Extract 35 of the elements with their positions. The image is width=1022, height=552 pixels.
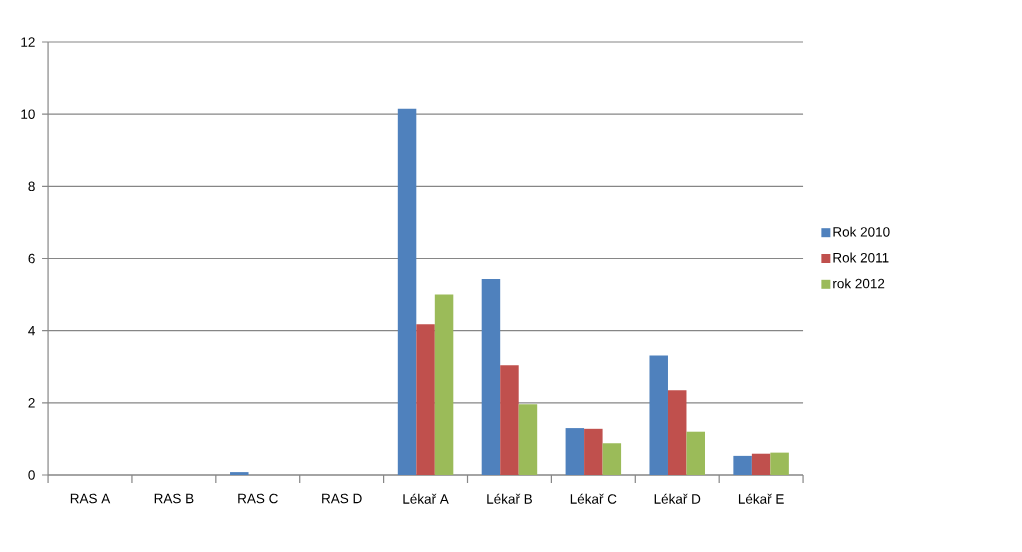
bar — [751, 453, 771, 475]
bar — [686, 431, 705, 475]
x-tick-label: Lékař B — [487, 493, 532, 504]
x-tick-label: Lékař C — [570, 493, 617, 504]
bar — [481, 279, 501, 475]
legend-label: Rok 2011 — [833, 252, 889, 263]
bar — [602, 443, 622, 475]
y-tick-label: 8 — [28, 181, 35, 192]
bar — [649, 355, 668, 475]
x-tick-label: RAS C — [238, 493, 278, 504]
y-tick-label: 12 — [21, 37, 35, 47]
bar — [416, 324, 435, 475]
bar — [584, 428, 603, 475]
y-tick-label: 0 — [28, 470, 35, 480]
x-tick-label: Lékař D — [654, 493, 701, 504]
y-tick-label: 10 — [21, 109, 35, 119]
x-tick-label: RAS A — [70, 493, 111, 504]
legend-label: rok 2012 — [833, 278, 885, 289]
x-tick-label: Lékař A — [403, 493, 449, 504]
y-tick-label: 6 — [28, 253, 35, 264]
bar — [397, 108, 417, 475]
bar — [434, 294, 454, 475]
y-tick-label: 4 — [28, 326, 35, 336]
bar — [230, 472, 249, 475]
bar — [733, 455, 752, 475]
bar — [565, 428, 585, 475]
y-tick-label: 2 — [28, 398, 35, 408]
bar — [518, 404, 538, 475]
bar — [770, 452, 789, 475]
x-tick-label: RAS B — [154, 493, 194, 504]
bar — [500, 365, 519, 475]
bar — [667, 390, 687, 475]
x-tick-label: RAS D — [322, 493, 362, 504]
x-tick-label: Lékař E — [738, 493, 784, 504]
legend-label: Rok 2010 — [833, 226, 890, 237]
